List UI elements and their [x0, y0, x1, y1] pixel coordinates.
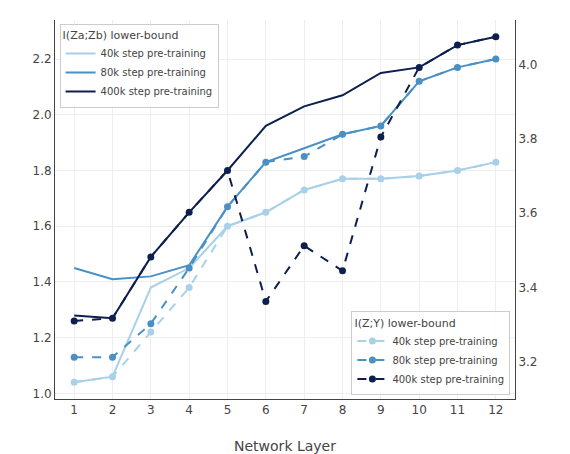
svg-text:10: 10 — [412, 403, 427, 417]
svg-text:3.6: 3.6 — [518, 206, 537, 220]
svg-text:11: 11 — [450, 403, 465, 417]
svg-text:1.6: 1.6 — [33, 219, 52, 233]
svg-text:7: 7 — [300, 403, 308, 417]
svg-text:8: 8 — [339, 403, 347, 417]
svg-text:4: 4 — [185, 403, 193, 417]
svg-text:400k step pre-training: 400k step pre-training — [392, 374, 504, 385]
svg-text:80k step pre-training: 80k step pre-training — [392, 355, 497, 366]
svg-text:1.2: 1.2 — [33, 331, 52, 345]
svg-text:9: 9 — [377, 403, 385, 417]
svg-text:1.0: 1.0 — [33, 387, 52, 401]
svg-text:3.8: 3.8 — [518, 132, 537, 146]
svg-text:Network Layer: Network Layer — [234, 438, 336, 454]
svg-text:I(Z;Y) lower-bound: I(Z;Y) lower-bound — [354, 317, 455, 330]
svg-text:3.2: 3.2 — [518, 355, 537, 369]
svg-text:2.0: 2.0 — [33, 108, 52, 122]
svg-text:40k step pre-training: 40k step pre-training — [101, 48, 206, 59]
svg-text:3: 3 — [147, 403, 155, 417]
svg-text:2: 2 — [109, 403, 117, 417]
svg-text:I(Za;Zb) lower-bound: I(Za;Zb) lower-bound — [63, 29, 179, 42]
svg-text:1.8: 1.8 — [33, 164, 52, 178]
svg-text:5: 5 — [224, 403, 232, 417]
svg-text:400k step pre-training: 400k step pre-training — [101, 86, 213, 97]
svg-text:12: 12 — [488, 403, 503, 417]
svg-text:4.0: 4.0 — [518, 58, 537, 72]
svg-text:6: 6 — [262, 403, 270, 417]
svg-text:2.2: 2.2 — [33, 52, 52, 66]
svg-text:1.4: 1.4 — [33, 275, 52, 289]
svg-text:80k step pre-training: 80k step pre-training — [101, 67, 206, 78]
svg-text:1: 1 — [70, 403, 78, 417]
svg-text:40k step pre-training: 40k step pre-training — [392, 336, 497, 347]
svg-text:3.4: 3.4 — [518, 281, 537, 295]
